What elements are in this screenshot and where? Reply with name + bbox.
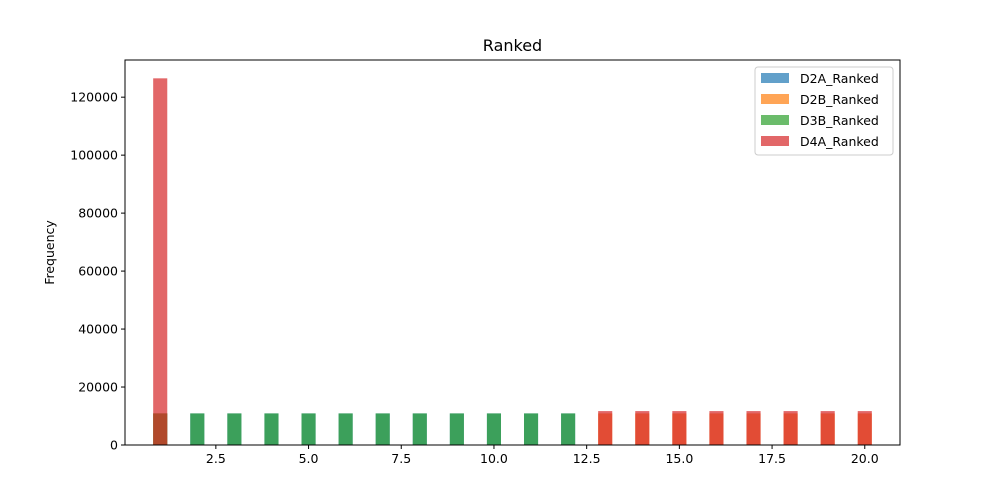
- bar-d3b-ranked-11: [524, 413, 539, 445]
- y-axis-ticks: 0 20000 40000 60000 80000 100000 120000: [70, 90, 125, 453]
- legend: D2A_Ranked D2B_Ranked D3B_Ranked D4A_Ranked: [754, 66, 894, 156]
- x-tick-label: 17.5: [758, 451, 786, 466]
- bar-d4a-ranked-1: [153, 78, 168, 445]
- legend-frame: [754, 66, 894, 156]
- x-axis-ticks: 2.5 5.0 7.5 10.0 12.5 15.0 17.5 20.0: [206, 445, 879, 466]
- x-tick-label: 2.5: [206, 451, 226, 466]
- legend-swatch-d4a-ranked: [761, 136, 789, 146]
- legend-swatch-d2b-ranked: [761, 94, 789, 104]
- axes-frame: [124, 59, 901, 446]
- bar-d3b-ranked-8: [412, 413, 427, 445]
- x-tick-label: 20.0: [851, 451, 879, 466]
- x-tick-label: 5.0: [299, 451, 319, 466]
- chart-title: Ranked: [483, 36, 542, 55]
- bar-d3b-ranked-9: [449, 413, 464, 445]
- bar-d3b-ranked-10: [486, 413, 501, 445]
- y-tick-label: 20000: [78, 380, 118, 395]
- y-tick-label: 40000: [78, 322, 118, 337]
- x-tick-label: 10.0: [480, 451, 508, 466]
- bar-d4a-ranked-19: [820, 411, 835, 445]
- legend-label-d2a-ranked: D2A_Ranked: [800, 71, 879, 86]
- bar-d3b-ranked-4: [264, 413, 279, 445]
- bar-d4a-ranked-15: [672, 411, 687, 445]
- y-tick-label: 100000: [70, 148, 118, 163]
- bar-d3b-ranked-12: [561, 413, 576, 445]
- bar-d3b-ranked-5: [301, 413, 316, 445]
- bar-d3b-ranked-2: [190, 413, 205, 445]
- bar-d4a-ranked-13: [598, 411, 613, 445]
- y-tick-label: 0: [110, 438, 118, 453]
- legend-label-d3b-ranked: D3B_Ranked: [800, 113, 879, 128]
- y-tick-label: 120000: [70, 90, 118, 105]
- bar-d4a-ranked-14: [635, 411, 650, 445]
- bar-d4a-ranked-16: [709, 411, 724, 445]
- y-tick-label: 60000: [78, 264, 118, 279]
- legend-swatch-d2a-ranked: [761, 73, 789, 83]
- x-tick-label: 12.5: [573, 451, 601, 466]
- y-tick-label: 80000: [78, 206, 118, 221]
- bars-layer: [153, 78, 872, 445]
- bar-d3b-ranked-6: [338, 413, 353, 445]
- legend-swatch-d3b-ranked: [761, 115, 789, 125]
- legend-label-d4a-ranked: D4A_Ranked: [800, 134, 879, 149]
- bar-d3b-ranked-7: [375, 413, 390, 445]
- bar-d4a-ranked-18: [783, 411, 798, 445]
- x-tick-label: 15.0: [665, 451, 693, 466]
- x-tick-label: 7.5: [391, 451, 411, 466]
- legend-label-d2b-ranked: D2B_Ranked: [800, 92, 879, 107]
- bar-d4a-ranked-17: [746, 411, 761, 445]
- bar-d4a-ranked-20: [857, 411, 872, 445]
- y-axis-label: Frequency: [42, 220, 57, 285]
- bar-d3b-ranked-3: [227, 413, 242, 445]
